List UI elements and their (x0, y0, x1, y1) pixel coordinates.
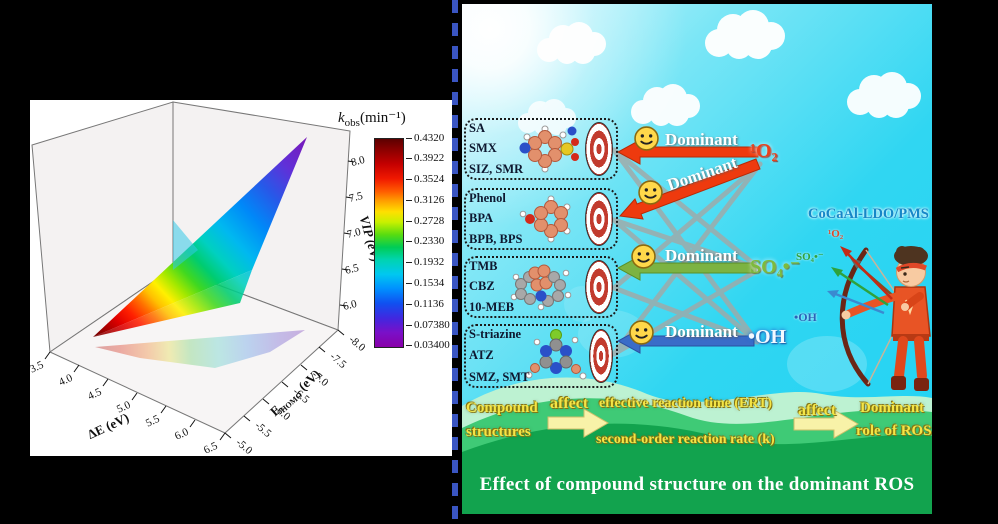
smiley-icon (634, 126, 659, 151)
smiley-icon (638, 180, 663, 205)
svg-text:4.5: 4.5 (86, 386, 104, 403)
svg-text:-8.0: -8.0 (346, 334, 367, 355)
colorbar-tick: 0.1932 (406, 256, 454, 269)
ros-label-sulfate-radical: SO₄•⁻ (750, 256, 801, 278)
flow-source-line1: Compound (466, 400, 538, 416)
compound-label: Phenol (469, 191, 506, 205)
molecule-illustration-triazine (525, 329, 587, 380)
svg-text:5.5: 5.5 (144, 413, 162, 430)
flow-result-line1: Dominant (860, 400, 925, 416)
svg-text:4.0: 4.0 (57, 372, 75, 389)
svg-text:6.0: 6.0 (342, 298, 359, 313)
dominant-label-1: Dominant (665, 130, 738, 149)
molecule-illustration-carbazole (510, 264, 572, 311)
compound-group-phenols: Phenol BPA BPB, BPS (464, 188, 618, 250)
flow-arrow-2 (793, 409, 859, 439)
colorbar-tick: 0.4320 (406, 132, 454, 145)
compound-label: SMX (469, 141, 497, 156)
archer-character (839, 246, 931, 391)
svg-text:8.0: 8.0 (350, 154, 367, 169)
colorbar-tick: 0.1136 (406, 298, 454, 311)
compound-label: SMZ, SMT (469, 369, 530, 384)
colorbar-tick: 0.3922 (406, 152, 454, 165)
smiley-icon (629, 320, 654, 345)
flow-affect-1: affect (550, 395, 589, 412)
compound-group-sulfonamides: SA SMX SIZ, SMR (464, 118, 618, 180)
svg-text:5.0: 5.0 (115, 399, 133, 416)
compound-group-triazines: S-triazine ATZ SMZ, SMT (464, 324, 618, 388)
surface-floor-projection (95, 330, 305, 368)
kobs-3d-surface-panel: 3.5 4.0 4.5 5.0 5.5 6.0 6.5 ΔE (eV) -5.0… (30, 100, 452, 456)
z-axis-vip (339, 160, 355, 307)
colorbar-tick: 0.2728 (406, 215, 454, 228)
flow-result-line2: role of ROS (856, 423, 932, 439)
colorbar-tick: 0.2330 (406, 235, 454, 248)
dominant-label-3: Dominant (665, 246, 738, 265)
mechanism-scene-panel: SA SMX SIZ, SMR Phenol BPA BPB, BPS (462, 4, 932, 514)
svg-text:6.5: 6.5 (202, 440, 220, 456)
cloud-icon (847, 72, 921, 118)
compound-label: S-triazine (469, 327, 522, 341)
catalyst-label: CoCaAl-LDO/PMS (808, 206, 929, 222)
compound-label: ATZ (469, 348, 494, 363)
ros-arrow-sulfate (831, 267, 889, 307)
compound-label: TMB (469, 259, 498, 273)
colorbar-title: kobs(min⁻¹) (338, 110, 406, 129)
figure-footer-title: Effect of compound structure on the domi… (479, 474, 915, 495)
cloud-icon (537, 22, 606, 64)
svg-text:3.5: 3.5 (30, 359, 46, 376)
compound-group-carbazoles: TMB CBZ 10-MEB (464, 256, 618, 318)
flow-arrow-1 (547, 408, 609, 438)
compound-label: BPB, BPS (469, 231, 523, 246)
svg-text:-7.5: -7.5 (327, 351, 348, 372)
molecule-illustration-sulfonamide (519, 125, 580, 173)
flow-source-line2: structures (466, 424, 531, 440)
svg-text:7.5: 7.5 (348, 190, 365, 205)
colorbar-tick: 0.1534 (406, 277, 454, 290)
small-ros-singlet-oxygen: ¹O₂ (828, 228, 844, 240)
svg-text:6.5: 6.5 (344, 262, 361, 277)
y-axis-ehomo (224, 329, 345, 439)
compound-label: BPA (469, 211, 494, 226)
target-icon (585, 260, 613, 314)
flow-factor-bottom: second-order reaction rate (k) (596, 432, 775, 447)
panel-divider-dashed (452, 0, 458, 524)
svg-text:-5.5: -5.5 (252, 420, 273, 441)
ros-label-singlet-oxygen: ¹O₂ (750, 140, 778, 162)
compound-label: SIZ, SMR (469, 161, 524, 176)
compound-label: CBZ (469, 279, 495, 294)
ros-arrow-hydroxyl (827, 290, 885, 315)
cloud-icon (631, 84, 700, 126)
svg-text:7.0: 7.0 (346, 226, 363, 241)
molecule-illustration-phenol (519, 195, 570, 243)
dominant-label-4: Dominant (665, 322, 738, 341)
svg-text:-5.0: -5.0 (233, 437, 254, 456)
colorbar-tick: 0.3126 (406, 194, 454, 207)
flow-factor-top: effective reaction time (ERT) (599, 396, 773, 411)
surface-mesh (93, 137, 307, 337)
compound-label: 10-MEB (469, 299, 515, 314)
small-ros-sulfate: SO₄•⁻ (796, 251, 824, 263)
dominant-arrow-singlet-oxygen-2 (619, 158, 761, 220)
smiley-icon (631, 244, 656, 269)
target-icon (585, 192, 613, 246)
target-icon (585, 122, 613, 176)
target-icon (589, 329, 613, 383)
compound-label: SA (469, 121, 485, 135)
colorbar-tick: 0.03400 (406, 339, 454, 352)
ros-arrow-singlet-oxygen (840, 246, 893, 300)
colorbar-gradient (374, 138, 404, 348)
colorbar-tick: 0.07380 (406, 319, 454, 332)
x-axis-delta-e (44, 351, 226, 441)
small-ros-hydroxyl: •OH (794, 310, 817, 324)
ros-label-hydroxyl-radical: •OH (748, 326, 787, 348)
flow-affect-2: affect (798, 402, 837, 419)
x-axis-title: ΔE (eV) (85, 410, 131, 442)
colorbar-tick: 0.3524 (406, 173, 454, 186)
cloud-icon (705, 10, 785, 59)
svg-text:6.0: 6.0 (173, 426, 191, 443)
3d-surface-plot: 3.5 4.0 4.5 5.0 5.5 6.0 6.5 ΔE (eV) -5.0… (30, 101, 384, 456)
